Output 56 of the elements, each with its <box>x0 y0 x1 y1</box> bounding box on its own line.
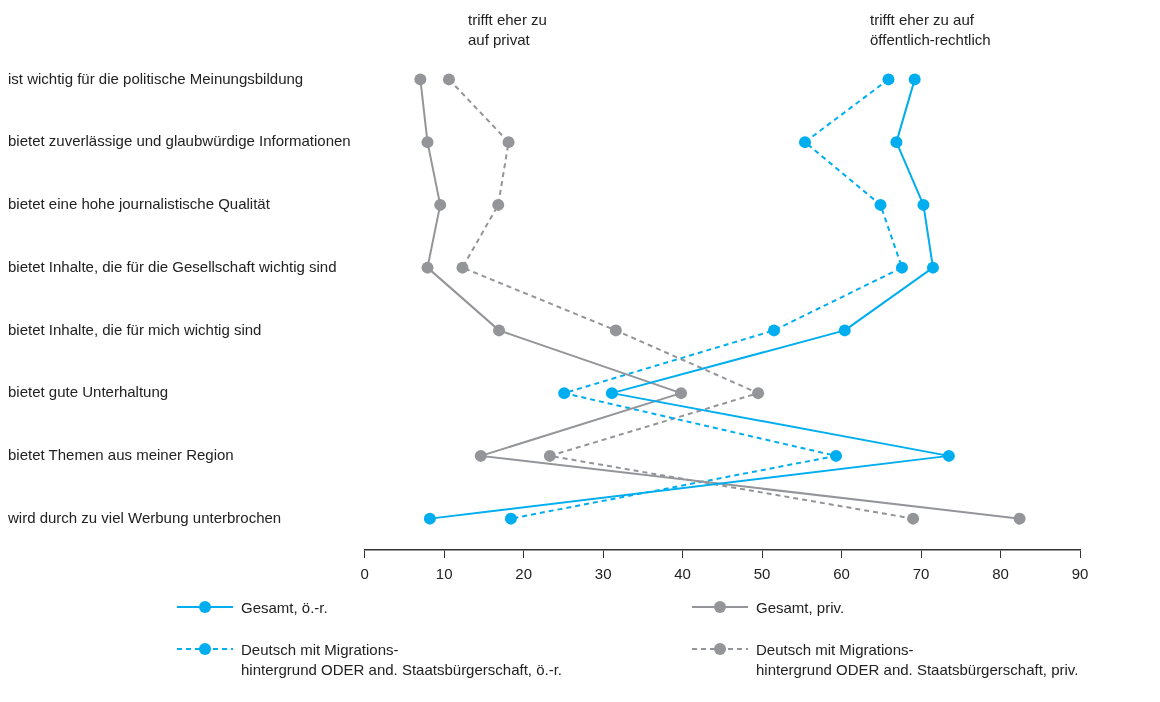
annotation: trifft eher zu auf öffentlich-rechtlich <box>870 10 991 50</box>
x-tick-label: 70 <box>912 565 930 583</box>
point <box>768 324 781 337</box>
x-tick-label: 20 <box>515 565 533 583</box>
x-tick-label: 60 <box>833 565 850 583</box>
point <box>492 198 505 211</box>
legend-label: Gesamt, ö.-r. <box>241 598 328 618</box>
point <box>895 261 908 274</box>
y-tick-label: ist wichtig für die politische Meinungsbildung <box>8 69 304 87</box>
x-tick-label: 30 <box>594 565 612 583</box>
point <box>421 136 434 149</box>
x-tick-label: 90 <box>1071 565 1089 583</box>
point <box>502 136 515 149</box>
x-tick-label: 50 <box>753 565 771 583</box>
point <box>558 387 571 400</box>
point <box>414 73 427 86</box>
point <box>504 512 517 525</box>
point <box>908 73 921 86</box>
point <box>543 449 556 462</box>
point <box>882 73 895 86</box>
point <box>942 449 955 462</box>
point <box>917 198 930 211</box>
y-tick-label: bietet Inhalte, die für die Gesellschaft wichtig sind <box>8 257 337 275</box>
point <box>752 387 765 400</box>
point <box>830 449 843 462</box>
point <box>890 136 903 149</box>
point <box>838 324 851 337</box>
legend-label: Gesamt, priv. <box>756 598 845 618</box>
x-tick-label: 40 <box>674 565 691 583</box>
y-tick-label: bietet zuverlässige und glaubwürdige Informationen <box>8 132 351 150</box>
point <box>605 387 618 400</box>
point <box>874 198 887 211</box>
legend-label: Deutsch mit Migrations- hintergrund ODER and. Staatsbürgerschaft, ö.-r. <box>241 640 562 680</box>
point <box>493 324 506 337</box>
annotation: trifft eher zu auf privat <box>468 10 547 50</box>
point <box>442 73 455 86</box>
legend-label: Deutsch mit Migrations- hintergrund ODER and. Staatsbürgerschaft, priv. <box>756 640 1079 680</box>
y-tick-label: wird durch zu viel Werbung unterbrochen <box>7 508 282 526</box>
point <box>434 198 447 211</box>
point <box>474 449 487 462</box>
point <box>1013 512 1026 525</box>
point <box>675 387 688 400</box>
x-tick-label: 0 <box>360 565 369 583</box>
x-tick-label: 10 <box>435 565 453 583</box>
y-tick-label: bietet gute Unterhaltung <box>8 383 169 401</box>
point <box>926 261 939 274</box>
point <box>907 512 920 525</box>
y-tick-label: bietet eine hohe journalistische Qualität <box>8 195 271 213</box>
point <box>421 261 434 274</box>
point <box>609 324 622 337</box>
y-tick-label: bietet Inhalte, die für mich wichtig sind <box>8 320 262 338</box>
point <box>456 261 469 274</box>
point <box>799 136 812 149</box>
y-tick-label: bietet Themen aus meiner Region <box>8 446 234 464</box>
point <box>423 512 436 525</box>
x-tick-label: 80 <box>992 565 1009 583</box>
